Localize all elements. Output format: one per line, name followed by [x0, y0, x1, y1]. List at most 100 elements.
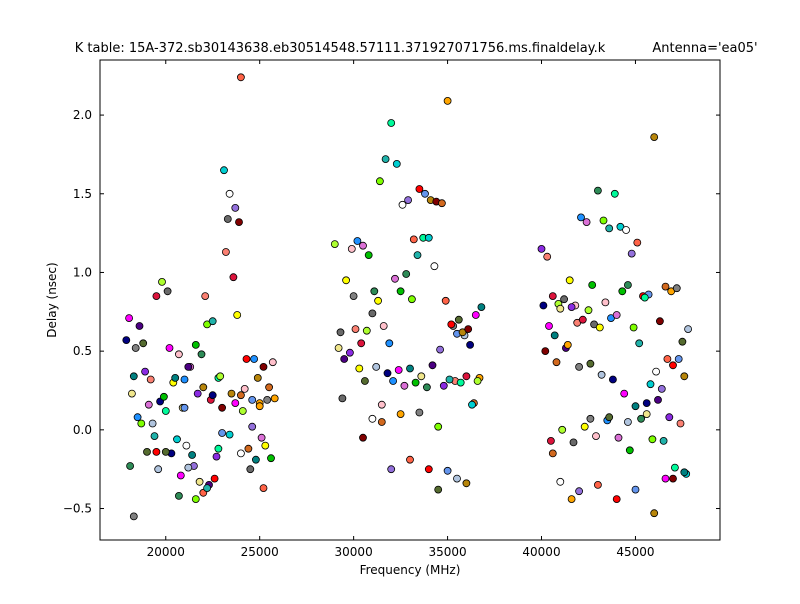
data-point: [550, 331, 559, 340]
data-point: [208, 317, 217, 326]
data-point: [184, 463, 193, 472]
data-point: [659, 436, 668, 445]
data-point: [216, 372, 225, 381]
data-point: [652, 367, 660, 376]
data-point: [563, 340, 572, 349]
data-point: [214, 444, 223, 453]
data-point: [624, 281, 632, 289]
data-point: [680, 468, 689, 477]
data-point: [635, 339, 644, 348]
data-point: [545, 322, 553, 330]
data-point: [407, 295, 416, 304]
x-axis-label: Frequency (MHz): [360, 563, 461, 577]
data-point: [227, 389, 236, 398]
data-point: [235, 218, 243, 227]
data-point: [342, 276, 351, 285]
data-point: [441, 296, 450, 305]
data-point: [462, 479, 471, 488]
data-point: [614, 433, 623, 442]
data-point: [188, 451, 197, 459]
data-point: [122, 336, 131, 345]
data-point: [622, 226, 630, 234]
data-point: [612, 495, 621, 504]
data-point: [625, 446, 634, 455]
data-point: [560, 295, 568, 304]
data-point: [223, 215, 232, 223]
data-point: [618, 287, 627, 296]
data-point: [631, 485, 640, 494]
x-tick-label: 30000: [335, 545, 373, 559]
y-tick-label: 0.0: [73, 423, 92, 437]
data-point: [340, 355, 349, 363]
data-point: [180, 403, 189, 412]
data-point: [236, 391, 245, 400]
data-point: [201, 292, 210, 301]
data-point: [548, 449, 557, 458]
data-point: [152, 447, 161, 456]
data-point: [240, 384, 249, 393]
data-point: [396, 287, 405, 296]
x-tick-label: 45000: [616, 545, 654, 559]
data-point: [396, 410, 405, 419]
x-tick-label: 25000: [241, 545, 279, 559]
data-point: [684, 325, 692, 334]
data-point: [387, 119, 396, 127]
data-point: [436, 345, 445, 354]
data-point: [236, 449, 245, 458]
data-point: [131, 344, 140, 352]
data-point: [437, 199, 446, 208]
data-point: [359, 433, 367, 442]
data-point: [601, 298, 610, 307]
data-point: [159, 392, 168, 401]
data-point: [351, 325, 360, 334]
plot-frame: [99, 59, 721, 541]
data-point: [453, 474, 461, 483]
data-point: [355, 364, 364, 373]
data-point: [539, 301, 548, 310]
data-point: [610, 189, 619, 198]
data-point: [454, 315, 463, 324]
data-point: [268, 358, 277, 367]
x-tick-label: 20000: [147, 545, 185, 559]
data-point: [255, 402, 264, 411]
data-point: [392, 159, 401, 168]
data-point: [398, 200, 407, 209]
data-point: [406, 364, 414, 373]
data-point: [347, 244, 356, 253]
x-tick-label: 40000: [522, 545, 560, 559]
data-point: [415, 408, 424, 417]
data-point: [633, 238, 642, 247]
data-point: [225, 189, 234, 198]
data-point: [631, 402, 640, 411]
y-tick-label: −0.5: [63, 502, 92, 516]
data-point: [543, 252, 552, 261]
data-point: [220, 166, 228, 175]
data-point: [430, 262, 439, 271]
data-point: [612, 311, 621, 319]
data-point: [257, 433, 266, 442]
y-tick-label: 0.5: [73, 344, 92, 358]
data-point: [146, 375, 155, 384]
data-point: [129, 372, 138, 381]
data-point: [592, 432, 600, 441]
data-point: [180, 375, 189, 384]
data-point: [126, 462, 135, 470]
data-point: [267, 454, 275, 463]
data-point: [575, 362, 583, 371]
data-point: [127, 389, 136, 398]
data-point: [443, 466, 452, 475]
data-point: [672, 284, 681, 293]
data-point: [370, 287, 379, 296]
data-point: [646, 380, 655, 389]
data-point: [657, 384, 666, 393]
data-point: [567, 495, 576, 504]
data-point: [577, 213, 585, 222]
data-point: [565, 276, 574, 285]
data-point: [413, 251, 422, 260]
data-point: [338, 394, 347, 403]
data-point: [374, 296, 383, 305]
data-point: [477, 303, 486, 312]
